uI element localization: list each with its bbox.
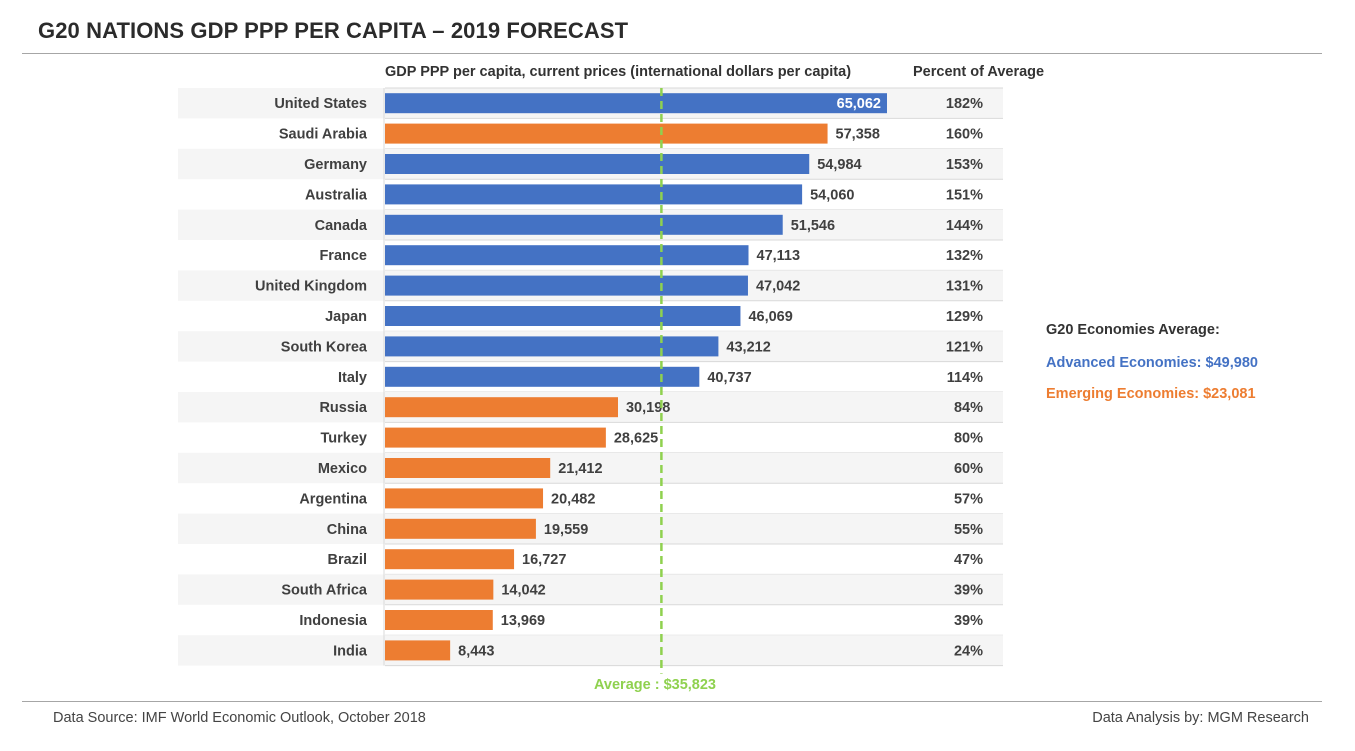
category-label: Australia	[305, 187, 368, 203]
percent-of-average: 114%	[947, 370, 983, 386]
bar-mexico	[385, 458, 551, 478]
bar-united-states	[385, 93, 887, 114]
percent-of-average: 129%	[946, 309, 983, 325]
category-label: Turkey	[321, 431, 367, 447]
category-label: Germany	[304, 157, 367, 173]
value-label: 47,042	[756, 279, 800, 295]
category-label: Italy	[338, 370, 367, 386]
value-label: 19,559	[544, 522, 588, 538]
bar-canada	[385, 214, 783, 235]
percent-of-average: 153%	[946, 157, 983, 173]
value-column-header: GDP PPP per capita, current prices (inte…	[385, 64, 852, 80]
percent-of-average: 132%	[946, 248, 983, 264]
percent-of-average: 39%	[954, 613, 983, 629]
percent-of-average: 144%	[946, 218, 983, 234]
value-label: 20,482	[551, 491, 595, 507]
chart-title: G20 NATIONS GDP PPP PER CAPITA – 2019 FO…	[38, 18, 629, 43]
category-label: Indonesia	[299, 613, 368, 629]
category-label: Saudi Arabia	[279, 127, 368, 143]
value-label: 8,443	[458, 643, 494, 659]
bar-japan	[385, 306, 741, 326]
value-label: 40,737	[707, 370, 751, 386]
value-label: 47,113	[757, 248, 801, 264]
bar-france	[385, 245, 749, 266]
category-label: South Africa	[281, 583, 368, 599]
percent-of-average: 57%	[954, 491, 983, 507]
percent-of-average: 55%	[954, 522, 983, 538]
bar-turkey	[385, 427, 606, 448]
percent-of-average: 151%	[946, 187, 983, 203]
category-label: Brazil	[328, 552, 368, 568]
value-label: 57,358	[836, 127, 880, 143]
data-source: Data Source: IMF World Economic Outlook,…	[53, 710, 426, 726]
bar-argentina	[385, 488, 544, 509]
percent-of-average: 131%	[946, 279, 983, 295]
row-band	[178, 452, 1003, 484]
bar-russia	[385, 397, 618, 418]
row-band	[178, 574, 1003, 605]
bar-brazil	[385, 549, 515, 570]
value-label: 14,042	[501, 583, 545, 599]
category-label: South Korea	[281, 339, 368, 355]
value-label: 43,212	[726, 339, 770, 355]
percent-of-average: 80%	[954, 431, 983, 447]
bar-italy	[385, 366, 700, 387]
category-label: Japan	[325, 309, 367, 325]
bar-indonesia	[385, 610, 493, 630]
bar-united-kingdom	[385, 275, 748, 296]
top-divider	[22, 53, 1322, 54]
value-label: 28,625	[614, 431, 658, 447]
bar-china	[385, 518, 536, 539]
category-label: United Kingdom	[255, 279, 367, 295]
bottom-divider	[22, 701, 1322, 702]
row-band	[178, 513, 1003, 544]
category-label: Argentina	[299, 491, 368, 507]
value-label: 13,969	[501, 613, 545, 629]
bar-saudi-arabia	[385, 123, 828, 144]
value-label: 51,546	[791, 218, 835, 234]
percent-of-average: 39%	[954, 583, 983, 599]
category-label: Russia	[319, 400, 367, 416]
value-label: 65,062	[837, 96, 881, 112]
bar-india	[385, 640, 451, 661]
legend-heading: G20 Economies Average:	[1046, 322, 1220, 338]
value-label: 54,060	[810, 187, 854, 203]
legend-advanced-average: Advanced Economies: $49,980	[1046, 355, 1258, 371]
value-label: 21,412	[558, 461, 602, 477]
percent-of-average: 182%	[946, 96, 983, 112]
category-label: Mexico	[318, 461, 367, 477]
percent-of-average: 160%	[946, 127, 983, 143]
bar-germany	[385, 154, 810, 174]
data-analysis-credit: Data Analysis by: MGM Research	[1092, 710, 1309, 726]
percent-of-average: 47%	[954, 552, 983, 568]
average-label: Average : $35,823	[594, 677, 716, 693]
category-label: United States	[274, 96, 367, 112]
value-label: 30,198	[626, 400, 670, 416]
legend-emerging-average: Emerging Economies: $23,081	[1046, 386, 1256, 402]
bar-australia	[385, 184, 803, 205]
value-label: 54,984	[817, 157, 861, 173]
bar-south-korea	[385, 336, 719, 357]
percent-column-header: Percent of Average	[913, 64, 1045, 80]
bar-south-africa	[385, 579, 494, 600]
category-label: France	[319, 248, 367, 264]
category-label: India	[333, 643, 368, 659]
percent-of-average: 84%	[954, 400, 983, 416]
value-label: 46,069	[748, 309, 792, 325]
value-label: 16,727	[522, 552, 566, 568]
percent-of-average: 60%	[954, 461, 983, 477]
row-band	[178, 635, 1003, 666]
percent-of-average: 24%	[954, 643, 983, 659]
category-label: China	[327, 522, 368, 538]
category-label: Canada	[315, 218, 368, 234]
percent-of-average: 121%	[946, 339, 983, 355]
